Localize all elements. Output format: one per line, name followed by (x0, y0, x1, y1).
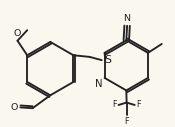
Text: S: S (105, 55, 112, 65)
Text: N: N (124, 14, 131, 23)
Text: F: F (112, 100, 117, 109)
Text: N: N (95, 79, 103, 89)
Text: F: F (124, 117, 129, 126)
Text: F: F (136, 100, 141, 109)
Text: O: O (10, 103, 18, 112)
Text: O: O (14, 29, 21, 38)
